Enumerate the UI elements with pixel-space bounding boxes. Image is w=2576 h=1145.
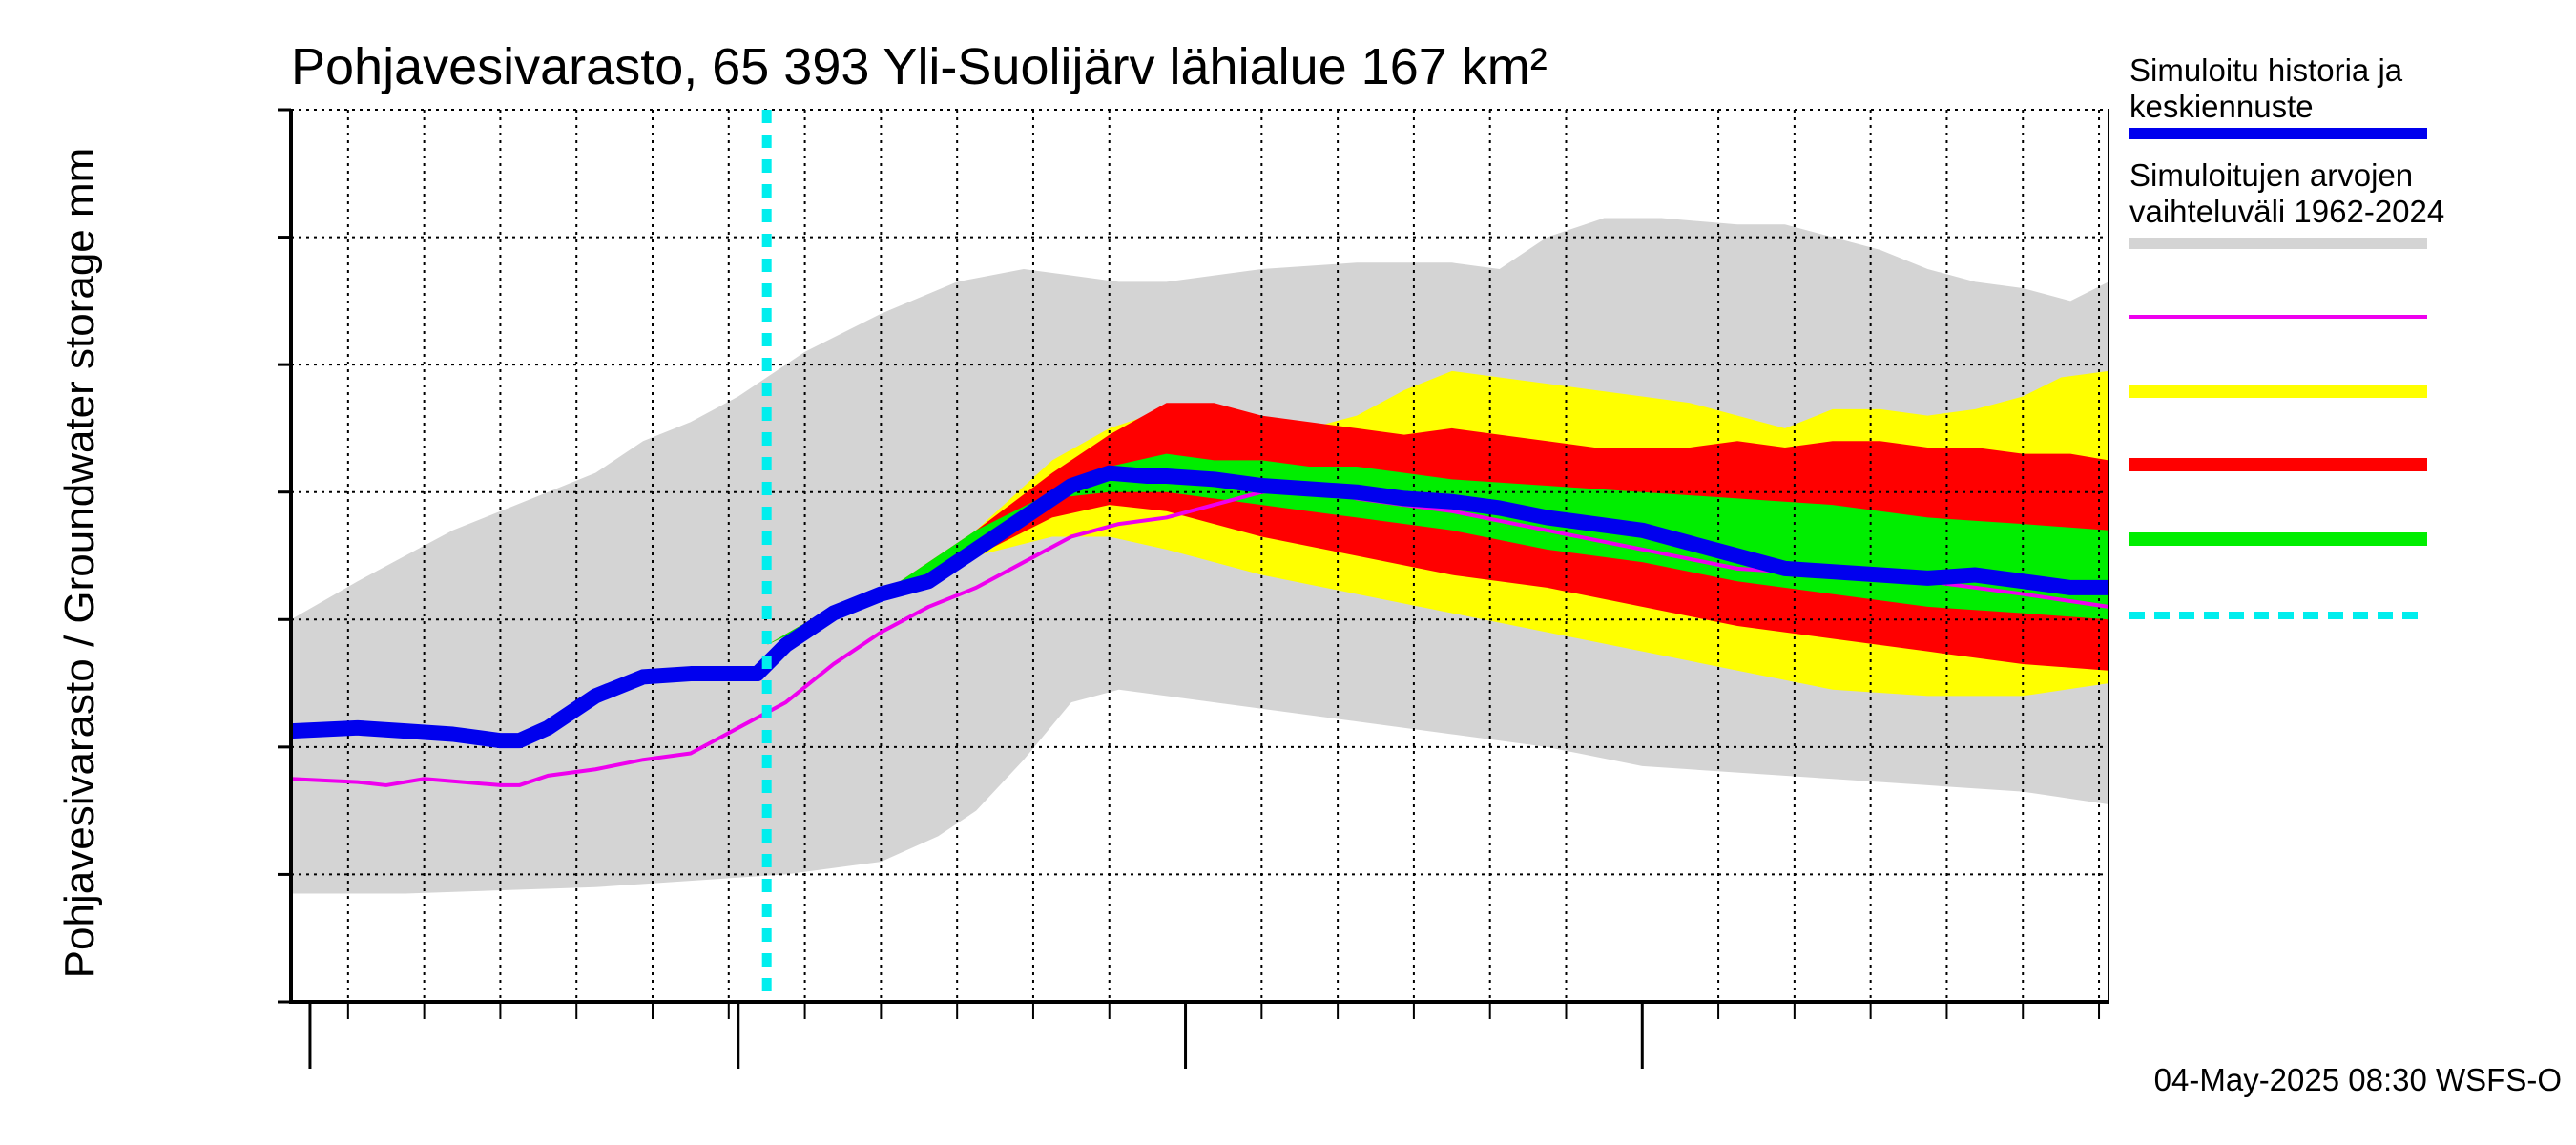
legend-label-line2: vaihteluväli 1962-2024 xyxy=(2129,194,2444,229)
legend-label: Simuloitu historia ja keskiennuste xyxy=(2129,52,2403,124)
line-layer xyxy=(291,110,2109,1002)
legend: Simuloitu historia ja keskiennusteSimuloi… xyxy=(2129,52,2444,619)
band-25-75 xyxy=(766,453,2109,645)
legend-item: Simuloitujen arvojen vaihteluväli 1962-20… xyxy=(2129,157,2444,249)
band-layer xyxy=(291,218,2109,894)
y-axis-label: Pohjavesivarasto / Groundwater storage m… xyxy=(56,148,103,979)
mean-value-line xyxy=(291,484,2109,787)
timestamp-footer: 04-May-2025 08:30 WSFS-O xyxy=(2154,1062,2562,1097)
legend-label-line2: keskiennuste xyxy=(2129,89,2314,124)
legend-label: Simuloitujen arvojen vaihteluväli 1962-20… xyxy=(2129,157,2444,229)
legend-item: Simuloitu historia ja keskiennuste xyxy=(2129,52,2427,139)
legend-label-line1: Simuloitu historia ja xyxy=(2129,52,2403,88)
grid-layer xyxy=(291,109,2109,1002)
simulated-forecast-line xyxy=(291,465,2109,749)
axes-layer xyxy=(278,108,2109,1069)
chart-title: Pohjavesivarasto, 65 393 Yli-Suolijärv l… xyxy=(291,38,1548,95)
legend-label-line1: Simuloitujen arvojen xyxy=(2129,157,2413,193)
